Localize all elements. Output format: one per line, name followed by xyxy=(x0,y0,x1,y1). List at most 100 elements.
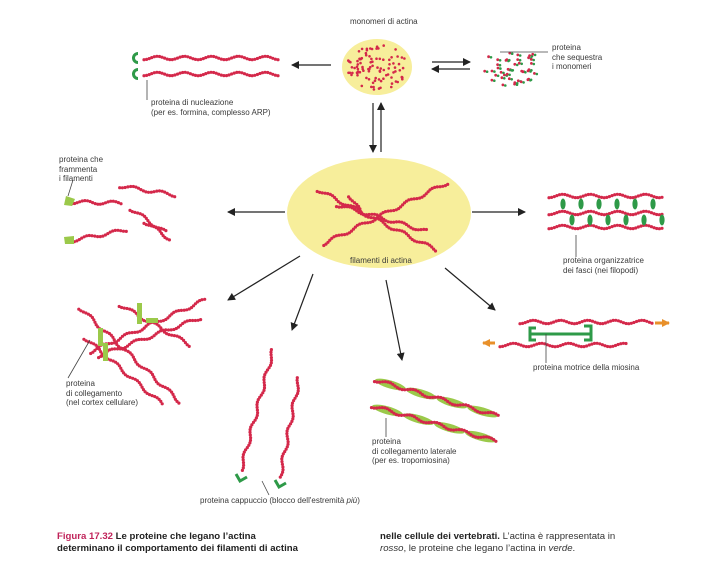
sequester-protein-blob xyxy=(502,71,505,75)
sequestered-monomer xyxy=(528,54,531,57)
crosslink-protein xyxy=(98,328,103,346)
actin-monomer xyxy=(368,68,371,71)
sequestered-monomer xyxy=(505,72,509,76)
sequester-protein-blob xyxy=(489,56,493,59)
actin-monomer xyxy=(361,65,364,69)
bundling-protein xyxy=(587,214,593,226)
caption-right: nelle cellule dei vertebrati. L’actina è… xyxy=(380,531,615,555)
sequestered-monomer xyxy=(496,58,500,62)
caption-title-line1: Le proteine che legano l’actina xyxy=(115,531,256,542)
crosslink-label-line1: proteina xyxy=(66,379,95,388)
actin-monomer xyxy=(376,66,379,69)
actin-monomer xyxy=(373,79,377,82)
actin-monomer xyxy=(390,56,393,59)
actin-filament xyxy=(315,189,438,253)
sequestered-monomer xyxy=(517,61,521,65)
motor-track-filament xyxy=(518,318,654,326)
monomers-label: monomeri di actina xyxy=(350,17,418,26)
sequester-protein-blob xyxy=(518,58,522,62)
sequester-protein-blob xyxy=(518,54,522,57)
severed-filament xyxy=(72,228,128,244)
actin-filament xyxy=(334,205,428,232)
crosslinked-filament xyxy=(77,307,181,405)
actin-monomer xyxy=(350,73,353,77)
sequester-protein-blob xyxy=(515,82,519,85)
caption-right-italic1: rosso xyxy=(380,543,404,554)
actin-monomer xyxy=(393,66,397,69)
actin-monomer xyxy=(370,47,374,51)
bundling-label-line1: proteina organizzatrice xyxy=(563,256,644,265)
actin-monomer xyxy=(375,57,378,60)
sequester-protein-blob xyxy=(485,70,489,73)
fragment-label-line1: proteina che xyxy=(59,155,104,164)
actin-monomer xyxy=(357,50,361,53)
actin-monomer xyxy=(372,88,376,91)
actin-monomer xyxy=(374,76,378,80)
severed-filament xyxy=(128,208,168,233)
actin-monomer xyxy=(371,64,374,68)
actin-monomer xyxy=(351,71,354,75)
nucleation-label-line1: proteina di nucleazione xyxy=(151,98,234,107)
actin-monomer xyxy=(388,58,391,62)
sequester-protein-blob xyxy=(510,52,514,55)
actin-monomer xyxy=(356,67,360,71)
actin-filament xyxy=(322,182,450,248)
actin-monomer xyxy=(382,68,386,72)
actin-monomer xyxy=(379,79,383,83)
nucleation-label-line2: (per es. formina, complesso ARP) xyxy=(151,107,271,117)
caption-line1: Figura 17.32 Le proteine che legano l’ac… xyxy=(57,531,298,543)
nucleated-filament xyxy=(142,54,280,62)
sequestered-monomer xyxy=(513,81,517,85)
actin-monomer xyxy=(369,61,373,64)
actin-monomer xyxy=(400,75,404,79)
fragment-label: proteina che frammenta i filamenti xyxy=(59,155,103,184)
reaction-arrows xyxy=(227,58,526,361)
actin-monomer xyxy=(360,47,364,51)
actin-monomer xyxy=(353,66,356,70)
actin-monomer xyxy=(392,71,395,74)
sequestered-monomer xyxy=(533,72,536,75)
caption-right-line1: nelle cellule dei vertebrati. L’actina è… xyxy=(380,531,615,543)
actin-monomer xyxy=(403,57,406,60)
actin-monomer xyxy=(401,77,404,81)
actin-monomer xyxy=(397,62,401,66)
sequestered-monomer xyxy=(519,80,523,84)
actin-monomer xyxy=(364,53,368,57)
actin-monomer xyxy=(356,59,359,63)
bundling-protein xyxy=(641,214,647,226)
actin-monomer xyxy=(392,62,395,65)
caption-right-text1: L’actina è rappresentata in xyxy=(499,531,616,542)
bundling-label: proteina organizzatrice dei fasci (nei f… xyxy=(563,256,644,275)
actin-monomer xyxy=(359,61,362,65)
sequestered-monomer xyxy=(501,83,505,87)
bundling-protein xyxy=(623,214,629,226)
actin-monomer xyxy=(379,67,383,70)
side-binding-label: proteina di collegamento laterale (per e… xyxy=(372,437,457,466)
sequestered-monomer xyxy=(506,67,510,71)
side-binding-label-line3: (per es. tropomiosina) xyxy=(372,456,450,465)
motor-track-filament xyxy=(498,341,628,349)
actin-monomer xyxy=(364,51,368,55)
actin-monomer xyxy=(398,69,402,72)
actin-monomer xyxy=(361,67,365,71)
sequester-protein-blob xyxy=(522,81,525,84)
actin-monomer xyxy=(396,80,400,84)
caption-left: Figura 17.32 Le proteine che legano l’ac… xyxy=(57,531,298,555)
sequestered-monomer xyxy=(483,69,487,73)
actin-monomer xyxy=(382,58,385,61)
motor-label: proteina motrice della miosina xyxy=(533,363,640,372)
bundling-protein xyxy=(659,214,665,226)
sequester-protein-blob xyxy=(530,69,533,72)
sequester-protein-blob xyxy=(493,79,496,82)
bundling-protein xyxy=(578,198,584,210)
capping-label: proteina cappuccio (blocco dell'estremit… xyxy=(200,496,360,506)
fragment-label-line3: i filamenti xyxy=(59,174,93,183)
actin-monomer xyxy=(400,56,404,59)
actin-monomer xyxy=(390,85,393,89)
actin-monomer xyxy=(379,86,382,90)
caption-right-text3: . xyxy=(572,543,576,554)
sequester-protein-blob xyxy=(508,73,511,77)
fragment-label-line2: frammenta xyxy=(59,164,98,174)
actin-monomer xyxy=(358,70,362,74)
